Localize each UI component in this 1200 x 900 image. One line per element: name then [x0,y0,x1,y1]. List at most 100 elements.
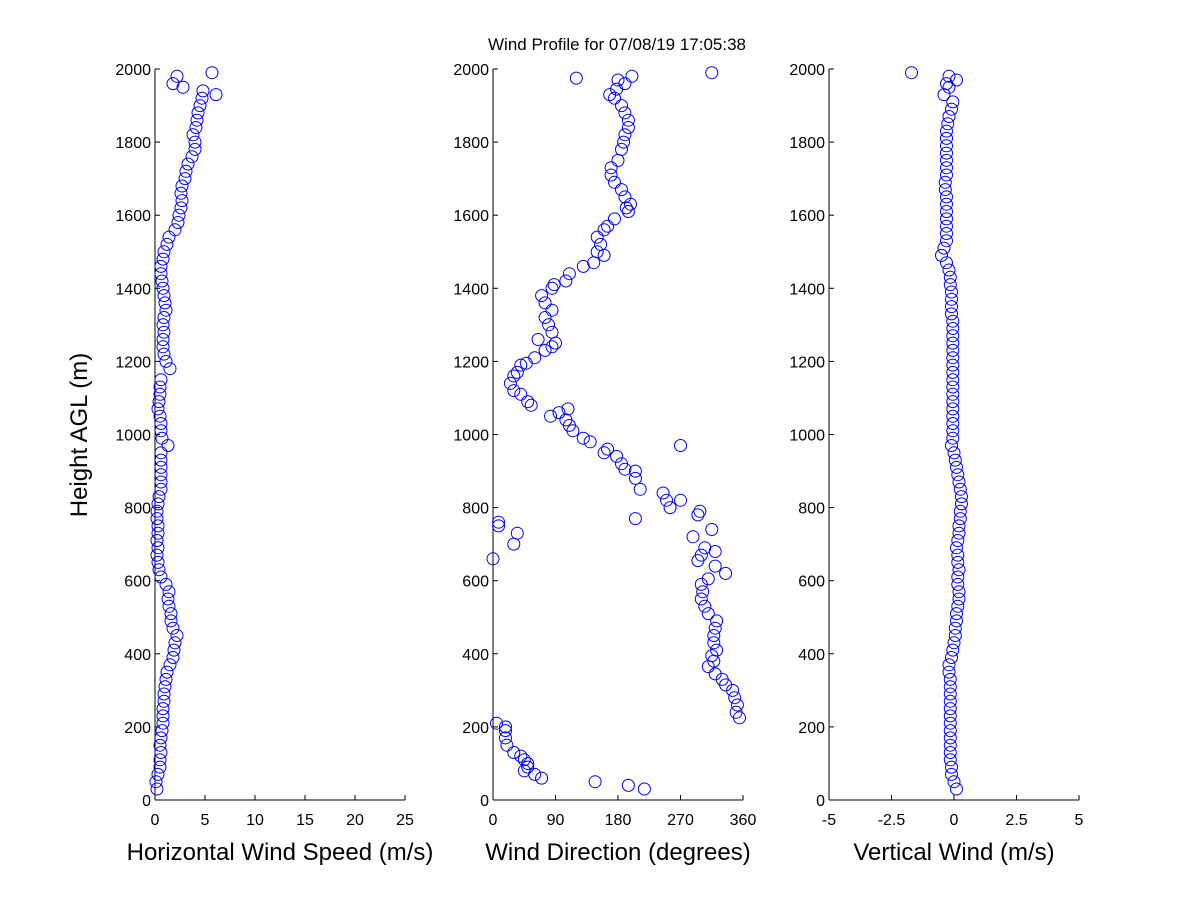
direction-data-point [583,435,597,449]
speed-data-point [156,318,170,332]
vertical-x-axis-label: Vertical Wind (m/s) [853,839,1054,866]
direction-data-point [707,636,721,650]
vertical-data-point [948,629,962,642]
speed-points [149,66,223,796]
speed-data-point [196,84,210,98]
vertical-data-point [943,687,957,701]
speed-data-point [168,223,182,237]
vertical-data-point [952,592,966,606]
speed-data-point [164,607,178,621]
direction-data-point [594,237,608,251]
vertical-data-point [938,175,952,189]
speed-data-point [162,230,176,244]
vertical-data-point [946,395,960,409]
speed-data-point [154,259,168,273]
direction-data-point [618,128,632,142]
direction-y-tick-label: 1800 [453,135,489,152]
direction-data-point [535,289,549,303]
speed-data-point [161,439,175,452]
direction-data-point [507,746,521,759]
speed-data-point [154,468,168,482]
vertical-data-point [953,512,967,526]
direction-data-point [492,515,506,529]
speed-data-point [167,643,181,657]
speed-data-point [156,716,170,730]
speed-data-point [186,128,200,142]
vertical-data-point [940,256,953,270]
vertical-data-point [945,102,958,116]
vertical-data-point [940,77,953,91]
speed-data-point [156,252,170,266]
vertical-x-tick-label: -5 [822,812,836,829]
direction-data-point [514,387,528,401]
speed-data-point [150,782,164,796]
direction-data-point [588,775,602,789]
speed-data-point [157,694,171,708]
vertical-data-point [946,329,960,343]
vertical-data-point [952,526,966,540]
direction-y-tick-label: 400 [462,647,489,664]
vertical-data-point [942,69,956,83]
speed-data-point [154,417,168,430]
speed-data-point [162,599,176,613]
direction-data-point [674,439,687,452]
speed-data-point [175,179,189,193]
vertical-data-point [946,424,960,438]
speed-y-tick-label: 1800 [115,135,151,152]
direction-data-point [538,296,552,310]
vertical-data-point [945,300,958,314]
vertical-data-point [950,73,963,87]
vertical-data-point [951,599,965,613]
speed-data-point [188,135,202,149]
speed-data-point [157,311,171,324]
direction-data-point [621,121,635,134]
direction-data-point [549,336,562,350]
vertical-data-point [952,563,966,577]
direction-data-point [545,303,559,317]
speed-data-point [191,106,205,120]
vertical-data-point [955,497,968,511]
speed-data-point [154,373,168,387]
direction-data-point [637,782,651,796]
vertical-points [905,66,968,796]
speed-data-point [150,548,164,562]
direction-data-point [597,248,611,262]
speed-data-point [154,475,168,489]
direction-data-point [601,442,615,456]
speed-data-point [163,658,177,672]
speed-data-point [174,186,188,200]
vertical-data-point [948,621,962,635]
vertical-data-point [943,709,957,723]
vertical-data-point [940,139,953,153]
speed-y-tick-label: 1200 [115,354,151,371]
direction-data-point [490,716,503,730]
speed-data-point [156,702,170,716]
direction-data-point [544,409,558,423]
direction-data-point [691,508,705,522]
vertical-data-point [940,190,953,204]
speed-data-point [154,570,168,584]
speed-data-point [156,333,170,346]
speed-data-point [151,541,165,555]
vertical-data-point [940,227,953,240]
direction-x-axis-label: Wind Direction (degrees) [485,839,750,866]
vertical-data-point [946,409,960,423]
speed-data-point [152,395,166,409]
vertical-data-point [940,168,953,182]
speed-data-point [151,519,165,533]
vertical-data-point [946,358,960,372]
direction-data-point [719,566,733,580]
vertical-data-point [942,665,956,679]
speed-x-tick-label: 5 [201,812,210,829]
vertical-data-point [942,110,956,123]
speed-data-point [157,289,171,303]
speed-data-point [159,672,173,686]
direction-data-point [521,395,535,409]
vertical-data-point [951,548,965,562]
vertical-y-tick-label: 1800 [789,135,825,152]
vertical-data-point [945,285,958,299]
speed-data-point [153,380,167,394]
direction-data-point [621,205,635,218]
direction-data-point [628,464,642,478]
